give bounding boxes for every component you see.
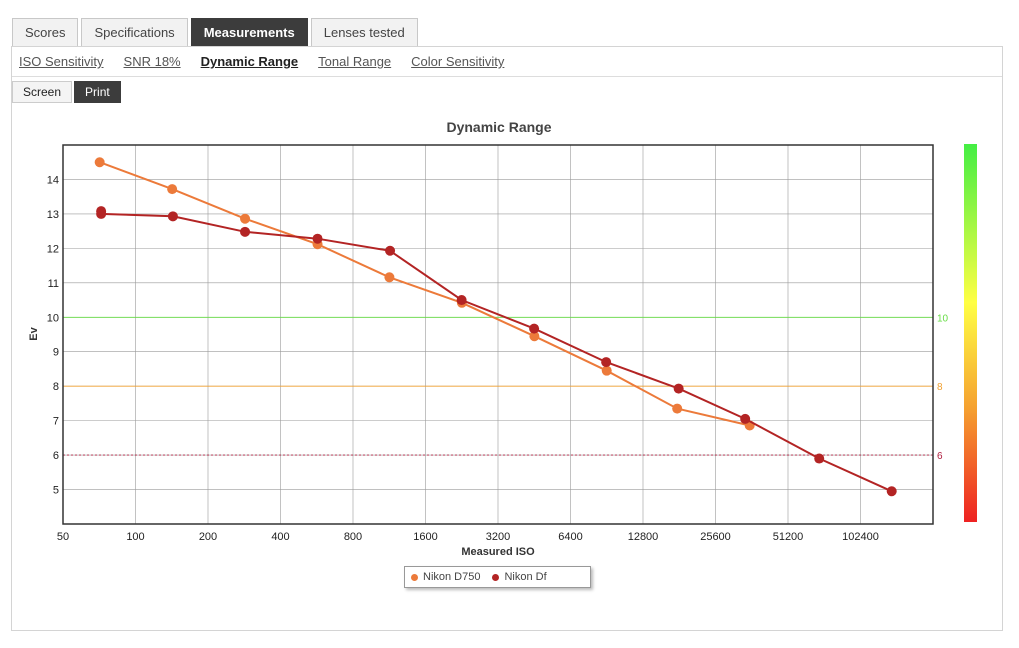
y-tick-label: 10 — [47, 312, 59, 324]
display-mode-toggle: Screen Print — [12, 81, 121, 103]
legend-label-df: Nikon Df — [504, 571, 547, 583]
dynamic-range-colorbar — [964, 144, 977, 522]
subnav-divider — [12, 76, 1002, 77]
data-point — [94, 157, 105, 168]
subnav-tonal-range[interactable]: Tonal Range — [318, 54, 392, 69]
x-tick-label: 12800 — [628, 531, 659, 543]
y-tick-label: 14 — [47, 174, 59, 186]
data-point — [673, 383, 684, 394]
measurement-subnav: ISO Sensitivity SNR 18% Dynamic Range To… — [19, 54, 504, 69]
data-point — [601, 357, 612, 368]
data-point — [601, 365, 612, 376]
x-tick-label: 6400 — [558, 531, 582, 543]
series-line-0 — [99, 161, 750, 427]
y-tick-label: 9 — [53, 347, 59, 359]
reference-label-8: 8 — [937, 382, 943, 393]
y-tick-label: 12 — [47, 243, 59, 255]
x-tick-label: 100 — [126, 531, 144, 543]
x-tick-label: 200 — [199, 531, 217, 543]
x-tick-label: 1600 — [413, 531, 437, 543]
reference-label-10: 10 — [937, 313, 949, 324]
x-tick-label: 51200 — [773, 531, 804, 543]
subnav-dynamic-range[interactable]: Dynamic Range — [200, 54, 299, 69]
data-point — [886, 486, 897, 497]
data-point — [814, 453, 825, 464]
main-tabs: Scores Specifications Measurements Lense… — [12, 18, 418, 47]
data-point — [529, 331, 540, 342]
x-tick-label: 400 — [271, 531, 289, 543]
subnav-color-sensitivity[interactable]: Color Sensitivity — [411, 54, 505, 69]
reference-label-6: 6 — [937, 451, 943, 462]
y-tick-label: 13 — [47, 209, 59, 221]
legend-marker-df — [492, 573, 500, 581]
legend-label-d750: Nikon D750 — [423, 571, 481, 583]
data-point — [672, 403, 683, 414]
subnav-snr-18[interactable]: SNR 18% — [123, 54, 181, 69]
chart-legend: Nikon D750 Nikon Df — [404, 566, 591, 588]
data-point — [385, 245, 396, 256]
legend-item-df[interactable]: Nikon Df — [492, 571, 547, 583]
legend-marker-d750 — [411, 573, 418, 581]
subnav-iso-sensitivity[interactable]: ISO Sensitivity — [19, 54, 104, 69]
data-point — [96, 208, 107, 219]
y-axis-label: Ev — [28, 326, 40, 340]
x-tick-label: 800 — [344, 531, 362, 543]
tab-lenses-tested[interactable]: Lenses tested — [310, 18, 418, 47]
x-tick-label: 3200 — [486, 531, 510, 543]
measurements-panel — [11, 46, 1003, 631]
screen-mode-button[interactable]: Screen — [12, 81, 73, 103]
data-point — [167, 211, 178, 222]
data-point — [384, 272, 395, 283]
y-tick-label: 11 — [48, 278, 59, 290]
data-point — [456, 295, 467, 306]
y-tick-label: 7 — [53, 416, 59, 428]
data-point — [240, 213, 251, 224]
data-point — [740, 413, 751, 424]
data-point — [240, 226, 251, 237]
chart-title: Dynamic Range — [446, 119, 551, 135]
plot-border — [62, 144, 934, 525]
tab-scores[interactable]: Scores — [12, 18, 79, 47]
tab-specifications[interactable]: Specifications — [81, 18, 188, 47]
y-tick-label: 8 — [53, 381, 59, 393]
legend-item-d750[interactable]: Nikon D750 — [411, 571, 480, 583]
x-axis-label: Measured ISO — [461, 546, 535, 558]
data-point — [167, 184, 178, 195]
data-point — [529, 323, 540, 334]
print-mode-button[interactable]: Print — [74, 81, 121, 103]
y-tick-label: 5 — [53, 485, 59, 497]
x-tick-label: 50 — [57, 531, 69, 543]
tab-measurements[interactable]: Measurements — [190, 18, 308, 47]
y-tick-label: 6 — [53, 450, 59, 462]
data-point — [312, 233, 323, 244]
x-tick-label: 25600 — [700, 531, 731, 543]
x-tick-label: 102400 — [842, 531, 879, 543]
